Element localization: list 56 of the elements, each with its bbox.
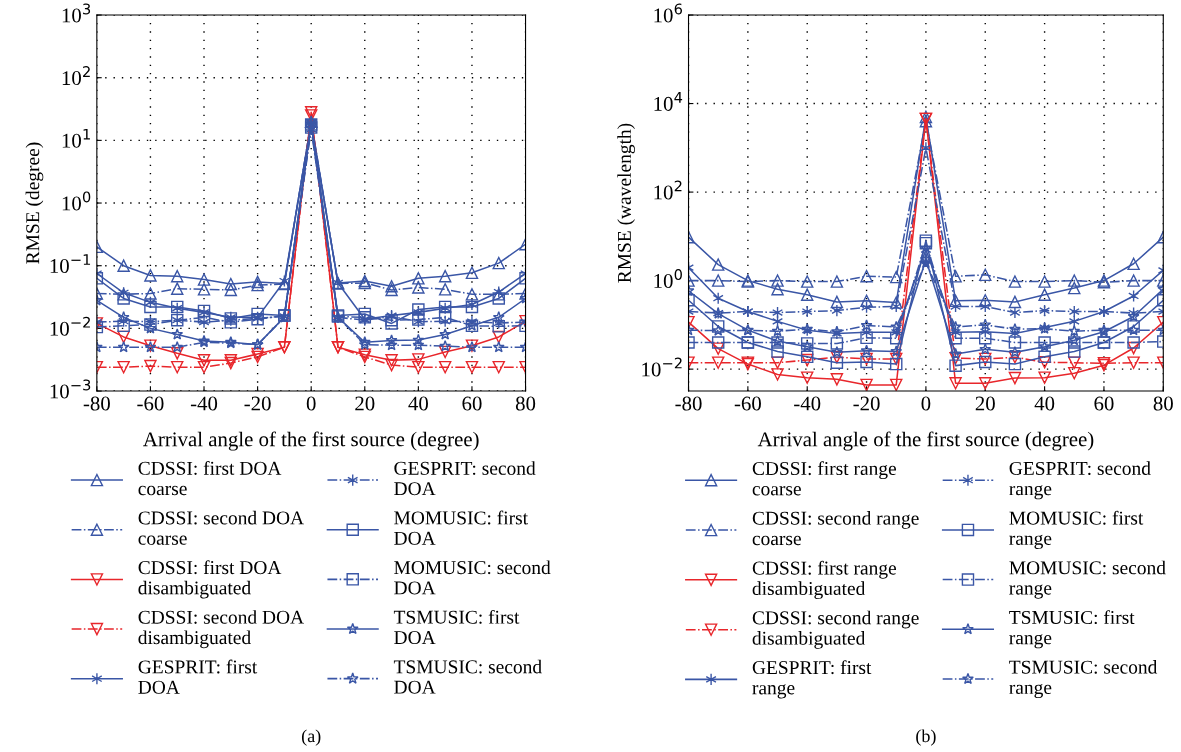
y-tick-label: 10$^{2}$ xyxy=(654,180,682,200)
legend-label: CDSSI: second range disambiguated xyxy=(752,610,919,649)
y-tick-label: 10$^{−1}$ xyxy=(50,254,91,274)
x-tick-label: 80 xyxy=(515,396,536,411)
x-tick-label: 0 xyxy=(306,396,316,411)
x-axis-title: Arrival angle of the first source (degree) xyxy=(143,431,479,451)
y-axis-title: RMSE (degree) xyxy=(25,142,44,264)
text: (a) xyxy=(301,729,321,746)
x-tick-label: 60 xyxy=(462,396,482,411)
legend-label: CDSSI: first DOA disambiguated xyxy=(138,560,282,599)
legend-label: CDSSI: second DOA disambiguated xyxy=(138,610,304,649)
legend-label: CDSSI: first range disambiguated xyxy=(752,560,897,600)
text: (b) xyxy=(916,729,936,746)
legend-label: MOMUSIC: second DOA xyxy=(394,560,551,595)
x-tick-label: -60 xyxy=(734,396,761,411)
x-tick-label: -80 xyxy=(675,396,702,411)
y-tick-label: 10$^{0}$ xyxy=(62,191,91,211)
y-tick-label: 10$^{0}$ xyxy=(654,269,682,289)
y-tick-label: 10$^{−2}$ xyxy=(642,357,682,377)
legend-label: GESPRIT: second range xyxy=(1009,461,1151,500)
x-tick-label: 40 xyxy=(1034,396,1055,411)
y-tick-label: 10$^{−2}$ xyxy=(50,316,90,336)
x-tick-label: 60 xyxy=(1094,396,1114,411)
legend-label: GESPRIT: first DOA xyxy=(138,659,258,694)
legend-label: TSMUSIC: first DOA xyxy=(393,609,520,645)
x-tick-label: 80 xyxy=(1153,396,1173,411)
x-tick-label: 20 xyxy=(355,396,375,411)
legend-label: TSMUSIC: second range xyxy=(1009,660,1158,699)
legend-label: CDSSI: first DOA coarse xyxy=(138,460,282,496)
legend-label: CDSSI: second DOA coarse xyxy=(138,510,304,545)
y-tick-label: 10$^{4}$ xyxy=(654,92,683,111)
legend-label: GESPRIT: first range xyxy=(752,660,872,699)
x-tick-label: 40 xyxy=(408,396,428,411)
x-tick-label: 0 xyxy=(921,396,931,411)
y-tick-label: 10$^{6}$ xyxy=(654,3,683,23)
y-tick-label: 10$^{1}$ xyxy=(62,128,90,148)
legend-label: MOMUSIC: second range xyxy=(1009,560,1166,599)
x-tick-label: -40 xyxy=(190,396,218,411)
legend-label: MOMUSIC: first range xyxy=(1009,510,1144,549)
x-tick-label: -40 xyxy=(794,396,821,411)
legend-label: MOMUSIC: first DOA xyxy=(394,510,528,545)
y-tick-label: 10$^{−3}$ xyxy=(50,379,91,399)
legend-label: TSMUSIC: second DOA xyxy=(393,659,542,694)
y-tick-label: 10$^{2}$ xyxy=(62,66,90,86)
legend-label: TSMUSIC: first range xyxy=(1009,610,1135,649)
x-tick-label: -60 xyxy=(137,396,164,411)
x-tick-label: -80 xyxy=(83,396,110,411)
y-tick-label: 10$^{3}$ xyxy=(62,3,91,23)
x-tick-label: -20 xyxy=(244,396,271,411)
legend-label: GESPRIT: second DOA xyxy=(394,461,536,496)
legend-label: CDSSI: second range coarse xyxy=(752,511,919,546)
x-tick-label: 20 xyxy=(975,396,995,411)
x-axis-title: Arrival angle of the first source (degree) xyxy=(757,431,1094,451)
y-axis-title: RMSE (wavelength) xyxy=(617,123,635,283)
legend-label: CDSSI: first range coarse xyxy=(752,461,897,496)
x-tick-label: -20 xyxy=(853,396,880,411)
